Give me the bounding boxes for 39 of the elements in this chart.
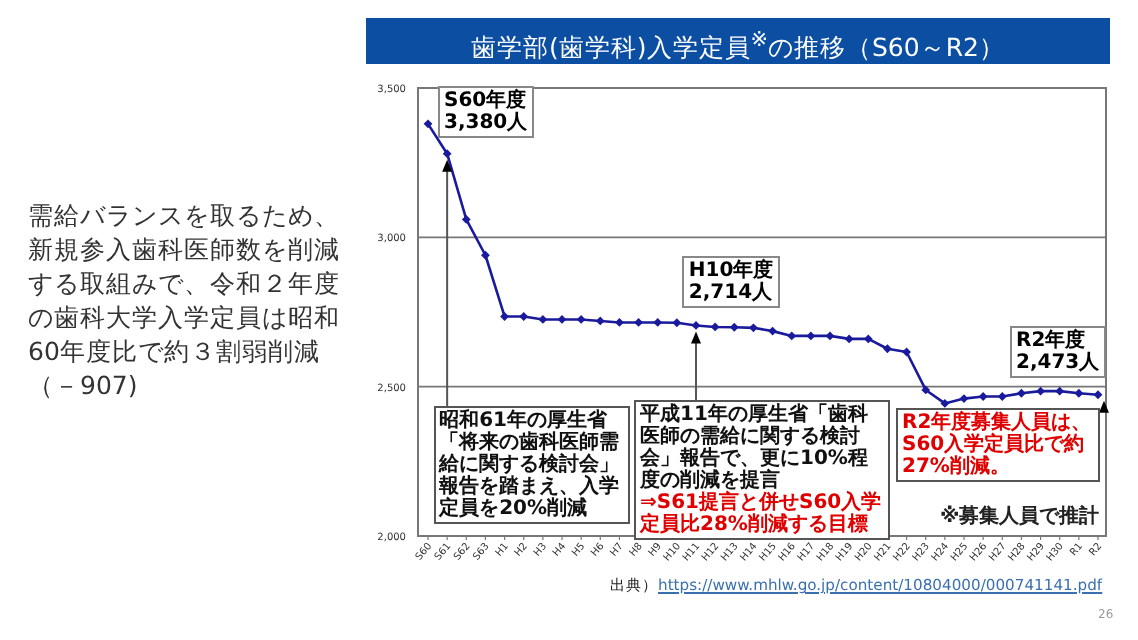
point [576,315,586,324]
annotation: H10年度 2,714人 [682,256,780,309]
point [672,318,682,328]
point [1074,388,1084,398]
point [461,215,471,224]
annotation: R2年度 2,473人 [1010,326,1106,379]
point [442,149,452,159]
point [634,318,643,327]
text: 需給バランスを取るため、新規参入歯科医師数を削減する取組みで、令和２年度の歯科大学入学定員は昭和60年度比で約３割弱削減（－907) [28,198,342,402]
point [653,318,663,327]
annotation: S60年度 3,380人 [438,85,534,138]
annotation: ※募集人員で推計 [940,503,1100,530]
point [978,392,988,401]
point [844,334,854,344]
annotation: 平成11年の厚生省「歯科医師の需給に関する検討会」報告で、更に10%程度の削減を提言 [640,404,868,492]
point [921,385,931,395]
point [883,344,892,354]
point [749,323,758,333]
point [997,392,1007,401]
point [825,331,835,341]
point [729,322,739,332]
annotation: ⇒S61提言と併せS60入学定員比28%削減する目標 [640,492,882,536]
point [500,312,509,321]
point [1036,386,1045,396]
point [538,315,548,324]
annotation: 昭和61年の厚生省「将来の歯科医師需給に関する検討会」報告を踏まえ、入学定員を20%削減 [433,406,630,524]
point [768,326,777,336]
point [710,322,720,332]
point [940,398,950,408]
point [481,250,490,260]
point [423,119,433,129]
point [959,394,969,404]
point [1055,386,1065,396]
annotation: R2年度募集人員は、S60入学定員比で約27%削減。 [896,408,1100,482]
point [1017,388,1026,398]
point [1093,390,1103,400]
chart-title: 歯学部(歯学科)入学定員$^{※}$の推移（S60～R2） [366,18,1110,64]
point [519,312,529,321]
point [615,318,624,327]
